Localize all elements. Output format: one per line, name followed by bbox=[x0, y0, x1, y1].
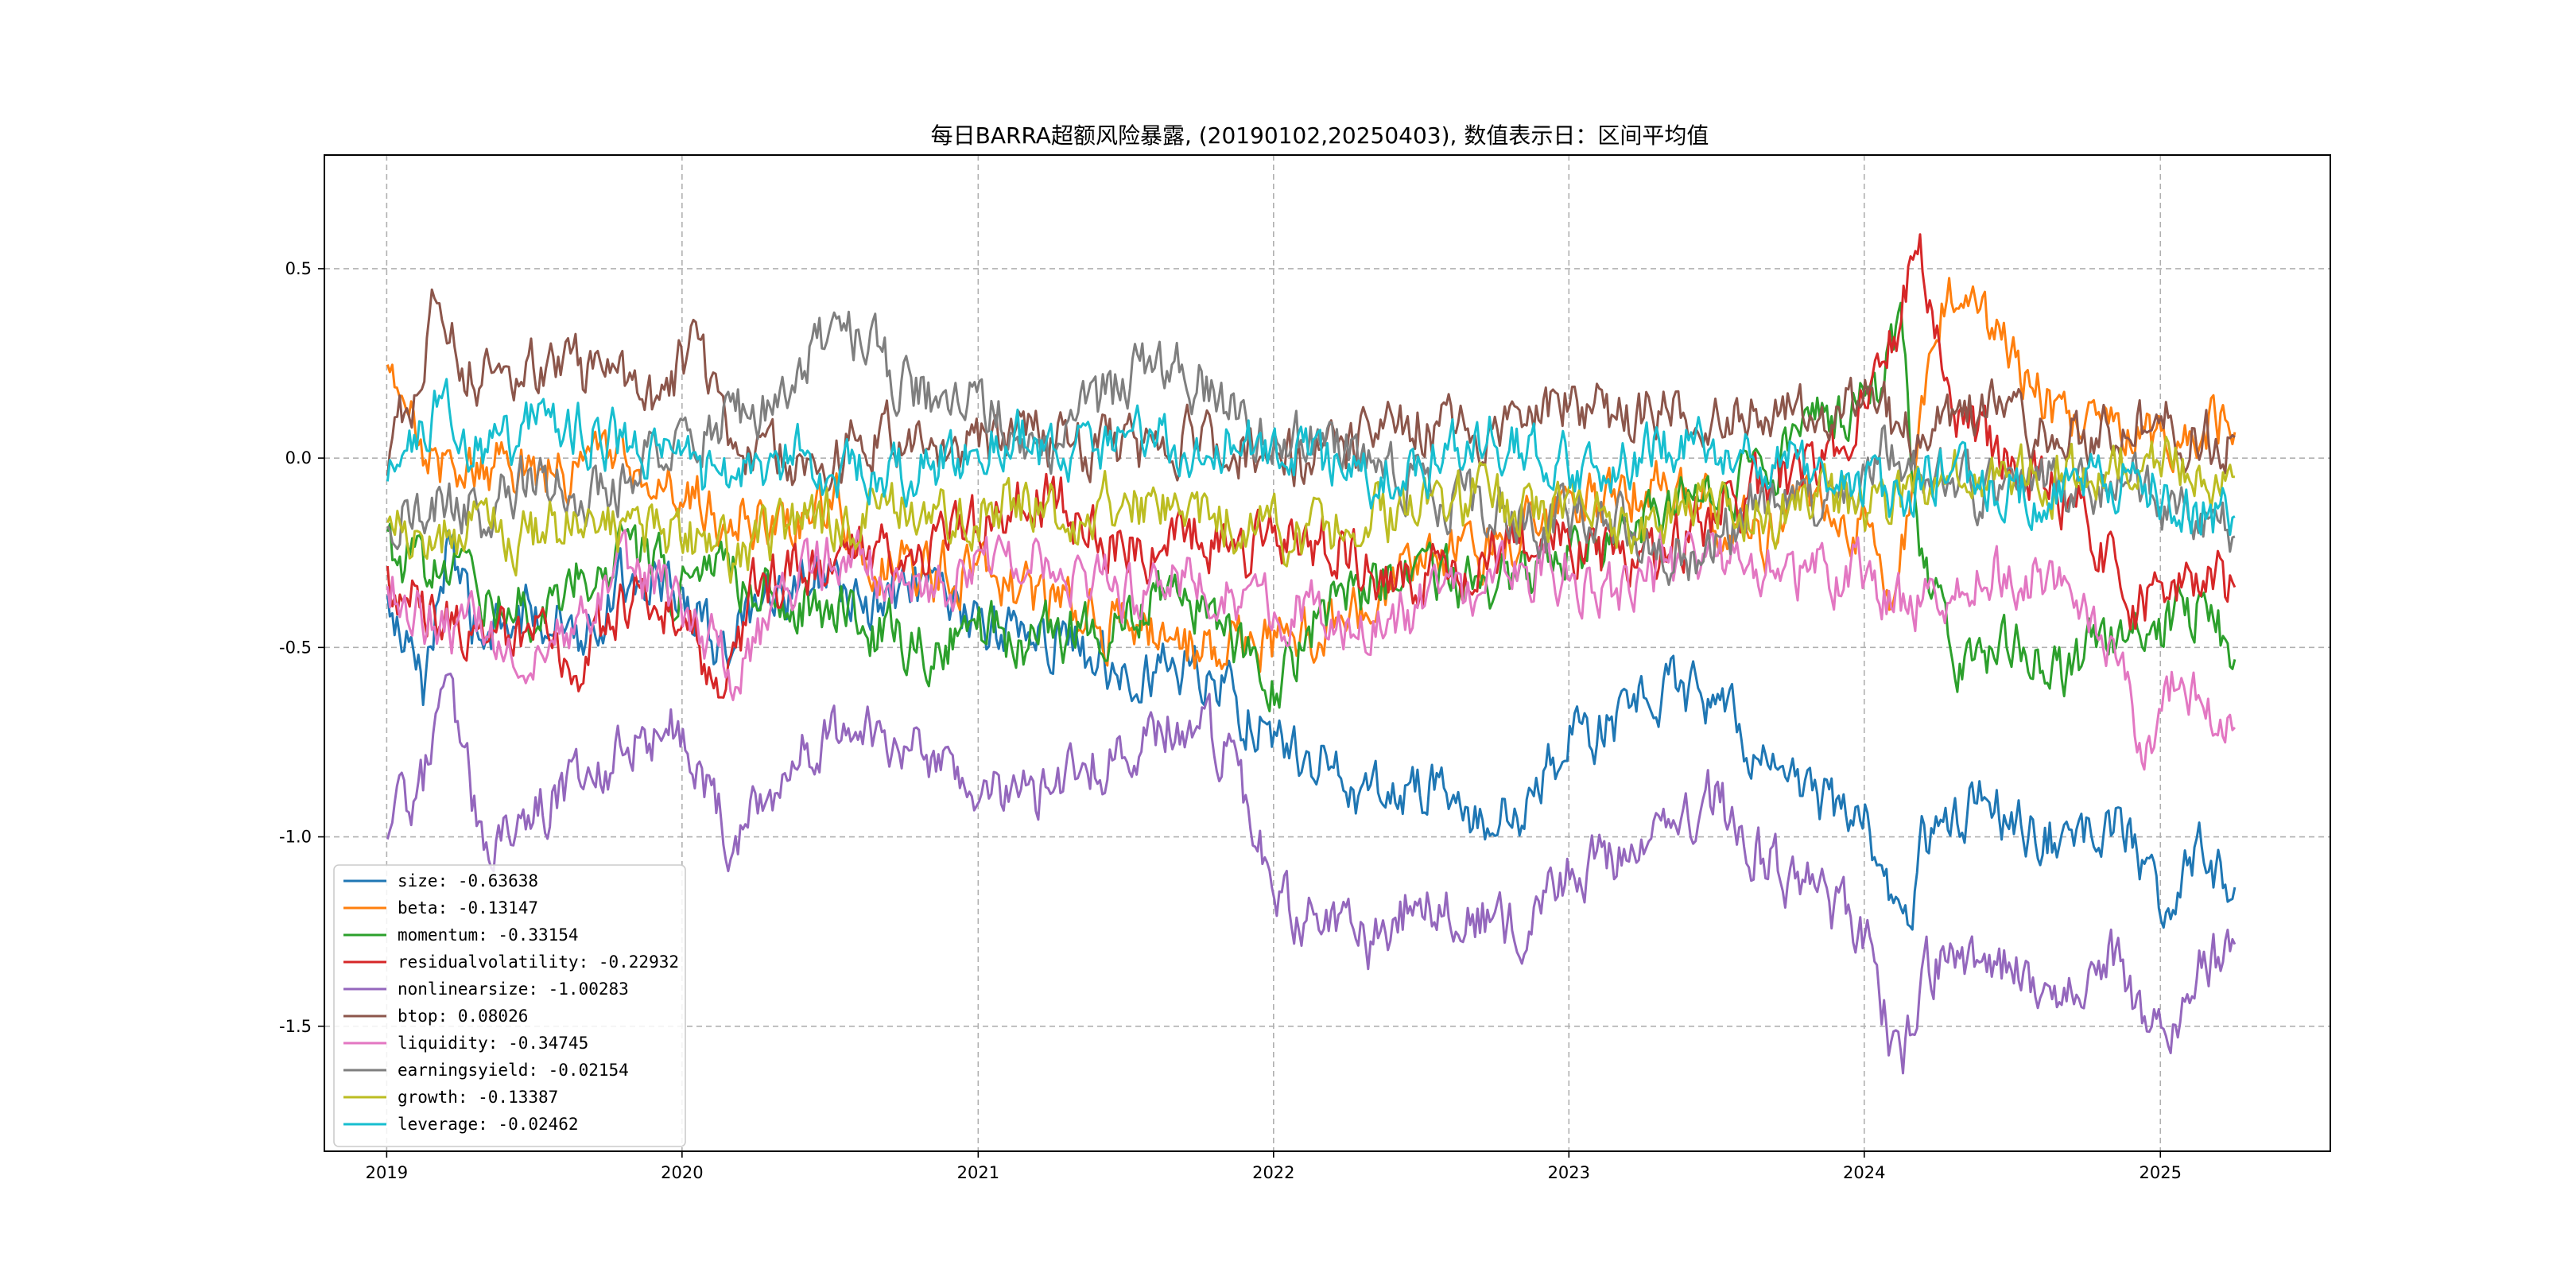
series-line-nonlinearsize bbox=[386, 672, 2237, 1075]
x-tick-label: 2021 bbox=[957, 1163, 999, 1182]
series-line-residualvolatility bbox=[386, 233, 2237, 699]
x-tick-label: 2024 bbox=[1843, 1163, 1885, 1182]
series-line-growth bbox=[386, 435, 2235, 584]
legend-entry-momentum: momentum: -0.33154 bbox=[398, 925, 579, 945]
series-line-size bbox=[386, 530, 2237, 931]
legend-box bbox=[333, 864, 686, 1147]
x-tick-label: 2020 bbox=[661, 1163, 703, 1182]
series-line-leverage bbox=[386, 378, 2236, 536]
legend-entry-growth: growth: -0.13387 bbox=[398, 1088, 558, 1107]
x-tick-label: 2022 bbox=[1252, 1163, 1294, 1182]
y-tick-label: -1.0 bbox=[279, 828, 312, 847]
y-tick-label: 0.5 bbox=[285, 259, 312, 278]
legend-entry-leverage: leverage: -0.02462 bbox=[398, 1115, 579, 1134]
legend-entry-btop: btop: 0.08026 bbox=[398, 1007, 528, 1026]
x-tick-label: 2023 bbox=[1548, 1163, 1590, 1182]
series-line-earningsyield bbox=[386, 310, 2236, 586]
series-lines bbox=[386, 233, 2237, 1075]
legend-entry-residualvolatility: residualvolatility: -0.22932 bbox=[398, 952, 679, 972]
legend-entry-liquidity: liquidity: -0.34745 bbox=[398, 1034, 588, 1053]
legend: size: -0.63638 beta: -0.13147 momentum: -0… bbox=[333, 864, 686, 1147]
series-line-btop bbox=[386, 288, 2236, 493]
legend-entry-nonlinearsize: nonlinearsize: -1.00283 bbox=[398, 980, 629, 999]
series-line-liquidity bbox=[386, 529, 2237, 771]
series-line-beta bbox=[386, 277, 2237, 673]
x-tick-label: 2019 bbox=[366, 1163, 408, 1182]
plot-frame bbox=[324, 154, 2331, 1152]
chart-title: 每日BARRA超额风险暴露, (20190102,20250403), 数值表示… bbox=[931, 122, 1709, 149]
axis-ticks: 2019 2020 2021 2022 2023 2024 2025 0.5 0.0 -0.5 -1… bbox=[279, 259, 2182, 1182]
y-tick-label: 0.0 bbox=[285, 448, 312, 467]
legend-entry-earningsyield: earningsyield: -0.02154 bbox=[398, 1061, 629, 1080]
legend-entry-size: size: -0.63638 bbox=[398, 871, 538, 890]
legend-entry-beta: beta: -0.13147 bbox=[398, 898, 538, 918]
y-tick-label: -1.5 bbox=[279, 1017, 312, 1036]
y-tick-label: -0.5 bbox=[279, 638, 312, 657]
x-tick-label: 2025 bbox=[2140, 1163, 2182, 1182]
series-line-momentum bbox=[386, 301, 2237, 712]
